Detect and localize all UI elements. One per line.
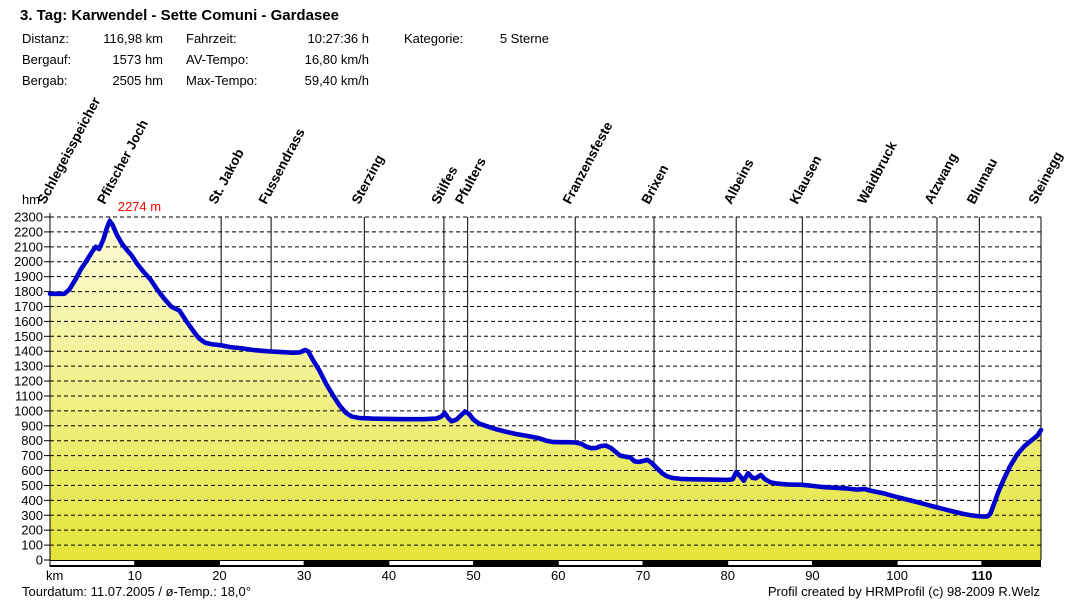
x-tick-label: 40 [382,568,396,583]
y-tick-label: 1800 [14,284,43,299]
distance-scale-bar [50,560,1041,567]
y-tick-label: 1100 [15,388,43,403]
tour-date-temp: Tourdatum: 11.07.2005 / ø-Temp.: 18,0° [22,584,251,599]
waypoint-label: Fussendrass [256,126,308,207]
waypoint-label: Klausen [787,153,825,206]
x-tick-label: 90 [805,568,819,583]
y-tick-label: 1400 [14,344,43,359]
y-tick-label: 1200 [14,374,43,389]
bergauf-value: 1573 hm [112,52,163,67]
x-tick-label: 10 [127,568,141,583]
waypoint-label: Sterzing [349,152,387,206]
profile-area [50,220,1041,560]
x-tick-label: 60 [551,568,565,583]
waypoint-label: Brixen [638,162,671,206]
waypoint-label: Albeins [721,156,757,206]
bergauf-label: Bergauf: [22,52,72,67]
y-tick-label: 900 [21,418,43,433]
av-tempo-value: 16,80 km/h [304,52,369,67]
waypoint-label: Schlegeisspeicher [34,94,103,206]
waypoint-label: Blumau [964,156,1000,207]
peak-elevation-label: 2274 m [118,199,161,214]
x-tick-label: 80 [720,568,734,583]
waypoint-label: Franzensfeste [560,119,616,207]
y-tick-label: 600 [21,463,43,478]
y-tick-label: 2200 [14,224,43,239]
y-tick-label: 200 [21,523,43,538]
distance-scale-segment [389,561,474,565]
y-tick-label: 2000 [14,254,43,269]
kategorie-value: 5 Sterne [499,31,549,46]
y-tick-label: 1600 [14,314,43,329]
y-tick-label: 1300 [14,359,43,374]
y-tick-label: 700 [21,448,43,463]
y-tick-label: 0 [36,553,43,568]
y-tick-label: 100 [21,538,43,553]
fahrzeit-label: Fahrzeit: [186,31,237,46]
x-tick-label: 100 [886,568,908,583]
page-title: 3. Tag: Karwendel - Sette Comuni - Garda… [20,7,339,24]
waypoint-label: Steinegg [1025,149,1065,206]
waypoint-label: Atzwang [921,150,960,206]
bergab-value: 2505 hm [112,73,163,88]
y-tick-label: 300 [21,508,43,523]
x-tick-label: 50 [466,568,480,583]
y-tick-label: 2100 [14,239,43,254]
distanz-label: Distanz: [22,31,69,46]
y-axis-unit-hm: hm [22,192,40,207]
waypoint-label: St. Jakob [206,146,247,206]
profile-line [47,218,1044,519]
waypoint-label: Waidbruck [854,138,900,206]
distance-scale-segment [558,561,643,565]
distance-scale-segment [728,561,812,565]
waypoint-label: Pfitscher Joch [94,117,151,206]
x-tick-label: 110 [971,568,992,583]
distance-scale-segment [50,561,135,565]
waypoint-label: Pfulters [452,155,489,206]
av-tempo-label: AV-Tempo: [186,52,249,67]
distance-scale-segment [219,561,304,565]
credit-text: Profil created by HRMProfil (c) 98-2009 … [767,584,1040,599]
x-axis-unit-km: km [46,568,63,583]
y-tick-label: 2300 [14,210,43,225]
y-tick-label: 400 [21,493,43,508]
y-tick-label: 1700 [14,299,43,314]
max-tempo-label: Max-Tempo: [186,73,258,88]
max-tempo-value: 59,40 km/h [304,73,369,88]
y-tick-label: 1900 [14,269,43,284]
y-tick-label: 1000 [14,403,43,418]
distance-scale-segment [897,561,982,565]
x-tick-label: 70 [636,568,650,583]
y-tick-label: 1500 [14,329,43,344]
x-tick-label: 30 [297,568,311,583]
y-tick-label: 800 [21,433,43,448]
x-tick-label: 20 [212,568,226,583]
bergab-label: Bergab: [22,73,68,88]
distanz-value: 116,98 km [103,31,163,46]
y-tick-label: 500 [21,478,43,493]
kategorie-label: Kategorie: [404,31,464,46]
fahrzeit-value: 10:27:36 h [307,31,369,46]
